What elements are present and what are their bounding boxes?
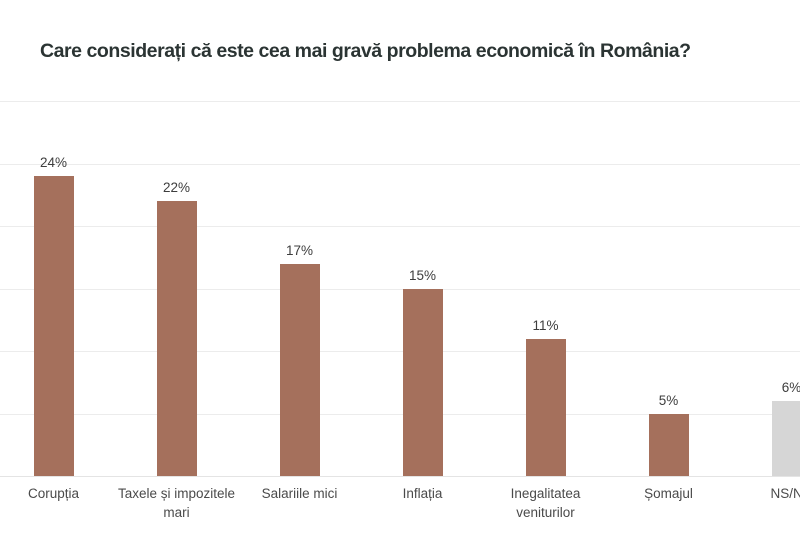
category-label: Corupția — [27, 486, 80, 501]
category-label: Salariile mici — [261, 486, 338, 501]
x-axis-line — [0, 476, 800, 477]
bar[interactable] — [279, 263, 320, 476]
bar[interactable] — [525, 338, 566, 476]
gridline — [0, 101, 800, 102]
plot-area: 24% 22% 17% 15% 11% 5% 6% — [0, 101, 800, 476]
category-label: NS/NR — [770, 486, 800, 501]
gridline — [0, 288, 800, 290]
bar-group: 5% — [607, 101, 730, 476]
bar-group: 17% — [238, 101, 361, 476]
category-label: Inflația — [402, 486, 443, 501]
bar[interactable] — [402, 288, 443, 476]
category-label: Taxele și impozitele mari — [117, 486, 236, 520]
bar-group: 15% — [361, 101, 484, 476]
bar-value-label: 11% — [532, 317, 559, 333]
bar-group: 22% — [115, 101, 238, 476]
bar[interactable] — [156, 201, 197, 476]
gridline — [0, 163, 800, 165]
bar-group: 6% — [730, 101, 800, 476]
chart-title: Care considerați că este cea mai gravă p… — [40, 40, 691, 62]
gridline — [0, 351, 800, 352]
bar-value-label: 15% — [408, 267, 437, 283]
bar[interactable] — [771, 401, 800, 476]
bar-value-label: 5% — [658, 392, 679, 408]
bar-value-label: 22% — [162, 180, 191, 195]
bar-group: 11% — [484, 101, 607, 476]
gridline — [0, 413, 800, 415]
bar-group: 24% — [0, 101, 115, 476]
category-label: Inegalitatea veniturilor — [510, 486, 581, 520]
bar[interactable] — [33, 176, 74, 476]
category-label: Șomajul — [644, 486, 693, 501]
bar-value-label: 24% — [39, 155, 68, 170]
bar-value-label: 6% — [781, 380, 800, 395]
bar[interactable] — [648, 413, 689, 476]
bar-value-label: 17% — [285, 242, 314, 258]
gridline — [0, 226, 800, 227]
